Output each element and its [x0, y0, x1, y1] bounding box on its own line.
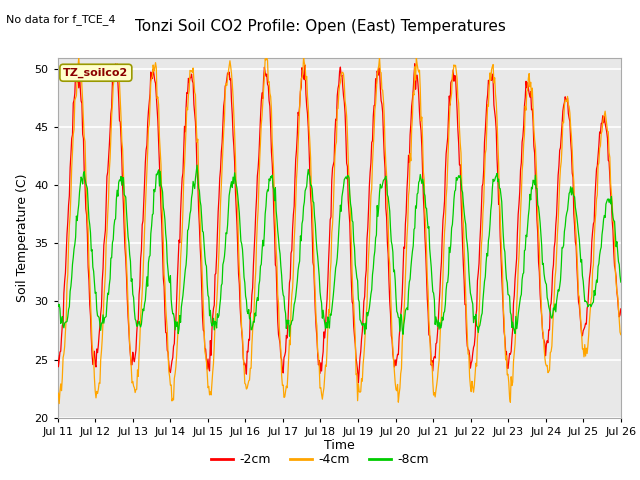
- Text: TZ_soilco2: TZ_soilco2: [63, 68, 129, 78]
- Text: No data for f_TCE_4: No data for f_TCE_4: [6, 14, 116, 25]
- X-axis label: Time: Time: [324, 439, 355, 453]
- Legend: -2cm, -4cm, -8cm: -2cm, -4cm, -8cm: [206, 448, 434, 471]
- Y-axis label: Soil Temperature (C): Soil Temperature (C): [16, 173, 29, 302]
- Text: Tonzi Soil CO2 Profile: Open (East) Temperatures: Tonzi Soil CO2 Profile: Open (East) Temp…: [134, 19, 506, 34]
